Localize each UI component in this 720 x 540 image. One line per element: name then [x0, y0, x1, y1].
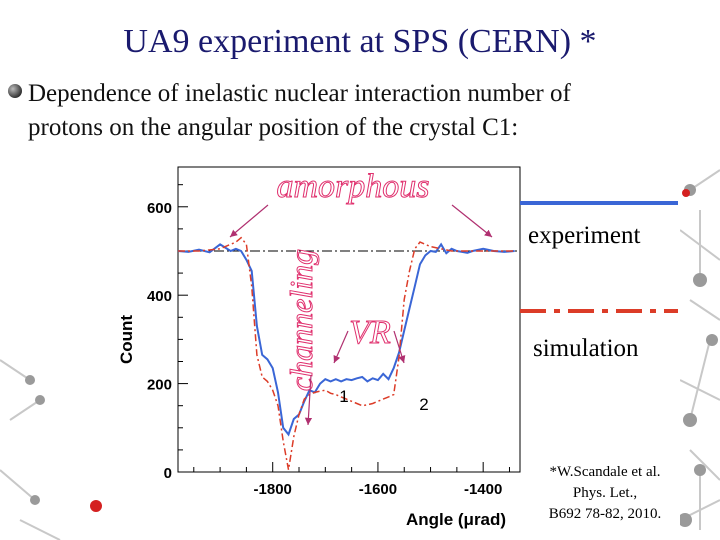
bullet-text-line-1: Dependence of inelastic nuclear interact…	[8, 78, 720, 110]
bullet-icon	[8, 84, 22, 98]
annotation-arrow	[333, 330, 349, 364]
annotation-vr: VR	[349, 314, 391, 351]
annotation-arrow	[451, 204, 493, 238]
chart-panel: 0 200 400 600 -1800 -1600 -1400 Count Angle (μra…	[108, 145, 680, 540]
bullet-text-line-2: protons on the angular position of the c…	[28, 114, 519, 141]
x-axis-label: Angle (μrad)	[406, 510, 506, 529]
series-line-simulation	[178, 236, 515, 470]
citation-line-1: *W.Scandale et al.	[549, 464, 661, 480]
slide-title: UA9 experiment at SPS (CERN) *	[123, 23, 597, 60]
y-tick-label: 600	[147, 200, 172, 217]
citation: *W.Scandale et al. Phys. Let., B692 78-8…	[530, 462, 680, 525]
citation-line-2: Phys. Let.,	[572, 485, 638, 501]
y-tick-label: 0	[164, 465, 172, 482]
legend-label-simulation: simulation	[533, 335, 639, 362]
annotation-channeling: channeling	[283, 249, 319, 391]
annotation-label-1: 1	[339, 387, 348, 406]
x-tick-label: -1600	[359, 481, 397, 498]
y-tick-label: 200	[147, 377, 172, 394]
annotation-arrow	[393, 330, 406, 364]
annotation-arrow	[229, 204, 269, 238]
legend-label-experiment: experiment	[528, 222, 641, 249]
annotation-amorphous: amorphous	[276, 168, 429, 205]
annotation-arrow	[304, 374, 313, 426]
x-tick-label: -1800	[254, 481, 292, 498]
chart: 0 200 400 600 -1800 -1600 -1400 Count Angle (μra…	[117, 166, 678, 529]
bullet-text: Dependence of inelastic nuclear interact…	[28, 80, 571, 107]
y-tick-label: 400	[147, 288, 172, 305]
plot-frame	[177, 166, 521, 473]
series-line-experiment	[177, 242, 515, 437]
x-tick-label: -1400	[464, 481, 502, 498]
citation-line-3: B692 78-82, 2010.	[548, 506, 662, 522]
annotation-label-2: 2	[419, 395, 428, 414]
y-axis-label: Count	[117, 315, 136, 364]
